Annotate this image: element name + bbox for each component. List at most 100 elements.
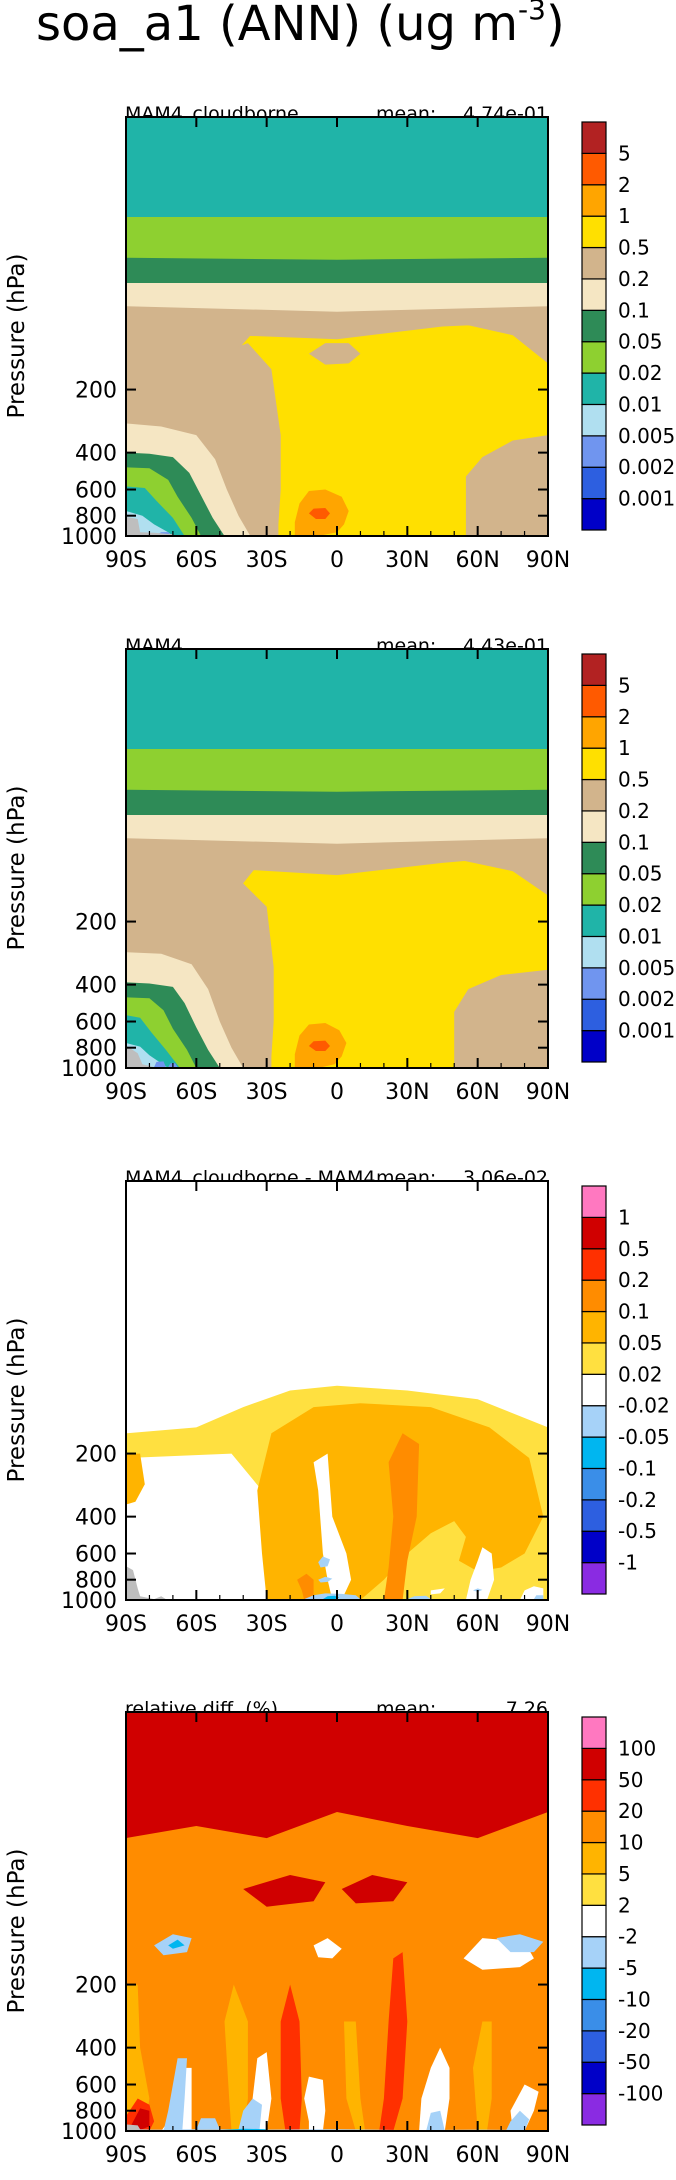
contour-region-18 (505, 2110, 530, 2131)
colorbar-swatch (581, 152, 607, 186)
colorbar-swatch (581, 1716, 607, 1749)
colorbar-label: 20 (618, 1799, 643, 1823)
x-tick-label: 30N (385, 2143, 429, 2168)
contour-region-22 (496, 1934, 544, 1953)
y-tick-label: 200 (75, 1974, 117, 1999)
colorbar-label: 0.02 (618, 1362, 663, 1386)
contour-region-3 (308, 343, 361, 365)
colorbar-swatch (581, 2061, 607, 2095)
colorbar-label: -0.5 (618, 1519, 657, 1543)
colorbar-swatch (581, 1279, 607, 1313)
y-tick-label: 600 (75, 479, 117, 504)
y-tick-label: 600 (75, 1543, 117, 1568)
title-variable: soa_a1 (36, 0, 204, 52)
y-axis-label: Pressure (hPa) (4, 1849, 30, 2014)
x-tick-label: 90S (105, 1080, 147, 1105)
colorbar-swatch (581, 904, 607, 938)
title-units: (ug m (376, 0, 519, 52)
colorbar-swatch (581, 372, 607, 406)
x-tick-label: 60N (455, 1612, 499, 1637)
contour-region-1 (224, 1984, 248, 2131)
colorbar-swatch (581, 1405, 607, 1438)
missing-data-region (126, 516, 173, 536)
y-tick-label: 200 (75, 911, 117, 936)
colorbar-label: 0.02 (618, 361, 663, 385)
colorbar-label: 2 (618, 173, 631, 197)
colorbar-swatch (581, 498, 607, 531)
colorbar-swatch (581, 1936, 607, 1969)
colorbar-swatch (581, 309, 607, 343)
colorbar-swatch (581, 1030, 607, 1063)
colorbar: -1 -0.5 -0.2 -0.1 -0.05 -0.02 0.02 0.05 0.1 0.2 0.… (581, 1185, 670, 1595)
y-tick-label: 600 (75, 2074, 117, 2099)
y-tick-label: 400 (75, 442, 117, 467)
x-tick-label: 30N (385, 1612, 429, 1637)
colorbar-swatch (581, 653, 607, 686)
colorbar-swatch (581, 278, 607, 311)
x-tick-label: 90S (105, 2143, 147, 2168)
contour-region-15 (322, 1595, 340, 1600)
title-units-close: ) (545, 0, 565, 52)
colorbar-swatch (581, 1747, 607, 1781)
contour-region-3 (344, 2021, 366, 2131)
contour-region-6 (465, 1547, 495, 1600)
contour-region-27 (341, 1875, 408, 1904)
x-tick-label: 0 (330, 1612, 344, 1637)
x-tick-label: 0 (330, 1080, 344, 1105)
colorbar-swatch (581, 1436, 607, 1470)
y-tick-label: 400 (75, 1506, 117, 1531)
y-axis-label: Pressure (hPa) (4, 254, 30, 419)
colorbar-swatch (581, 1373, 607, 1407)
contour-region-9 (318, 1556, 330, 1568)
colorbar-swatch (581, 1967, 607, 2001)
colorbar-swatch (581, 1342, 607, 1375)
colorbar-label: -50 (618, 2050, 651, 2074)
x-tick-label: 60N (455, 1080, 499, 1105)
contour-region-12 (407, 1595, 431, 1600)
contour-region-8 (430, 1588, 445, 1595)
y-axis-label: Pressure (hPa) (4, 786, 30, 951)
contour-region-25 (126, 1712, 548, 1839)
colorbar-label: 0.001 (618, 487, 675, 511)
y-tick-label: 1000 (61, 525, 117, 550)
colorbar-label: 0.5 (618, 1237, 650, 1261)
x-tick-label: 30N (385, 1080, 429, 1105)
colorbar-swatch (581, 747, 607, 781)
contour-region-11 (419, 2047, 450, 2131)
title-units-exponent: -3 (518, 0, 546, 26)
colorbar-swatch (581, 341, 607, 374)
y-axis-label: Pressure (hPa) (4, 1318, 30, 1483)
colorbar-label: -20 (618, 2019, 651, 2043)
panel-mam4-cloudborne: MAM4_cloudborne mean: 4.74e-01 90S 60S 30S… (4, 103, 675, 573)
colorbar-label: 50 (618, 1768, 643, 1792)
colorbar-label: 0.2 (618, 1268, 650, 1292)
x-tick-label: 90N (526, 1080, 570, 1105)
colorbar-swatch (581, 841, 607, 875)
colorbar-label: 1 (618, 736, 631, 760)
colorbar-swatch (581, 1467, 607, 1501)
colorbar-swatch (581, 935, 607, 969)
contour-region-2 (473, 2021, 492, 2131)
colorbar-label: 0.05 (618, 330, 663, 354)
y-tick-label: 200 (75, 1443, 117, 1468)
colorbar-label: 10 (618, 1831, 643, 1855)
colorbar-label: 0.002 (618, 987, 675, 1011)
colorbar-swatch (581, 1841, 607, 1875)
colorbar-swatch (581, 246, 607, 280)
x-tick-label: 60N (455, 548, 499, 573)
colorbar-swatch (581, 2030, 607, 2063)
colorbar-swatch (581, 466, 607, 500)
colorbar-label: 0.01 (618, 924, 663, 948)
x-tick-label: 60S (175, 1612, 217, 1637)
contour-region-9 (126, 217, 548, 260)
colorbar-swatch (581, 1310, 607, 1344)
colorbar-swatch (581, 873, 607, 906)
figure-title: soa_a1 (ANN) (ug m-3) (36, 0, 565, 52)
colorbar-swatch (581, 684, 607, 718)
x-tick-label: 90N (526, 2143, 570, 2168)
colorbar-swatch (581, 1998, 607, 2032)
x-tick-label: 90N (526, 1612, 570, 1637)
y-tick-label: 1000 (61, 1057, 117, 1082)
